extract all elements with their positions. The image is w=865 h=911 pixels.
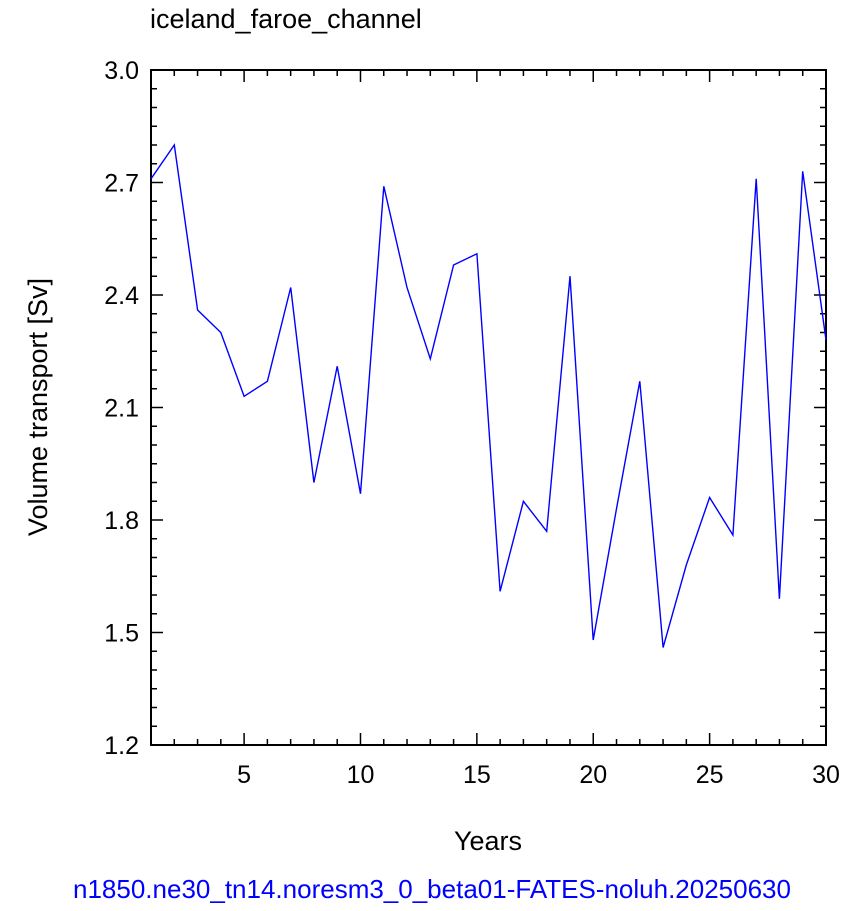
data-point xyxy=(662,647,664,649)
y-tick-label: 3.0 xyxy=(104,57,139,85)
data-point xyxy=(220,332,222,334)
data-point xyxy=(453,264,455,266)
data-point xyxy=(290,287,292,289)
series-line xyxy=(150,143,827,648)
data-point xyxy=(173,144,175,146)
data-point xyxy=(685,564,687,566)
y-tick-label: 1.8 xyxy=(104,507,139,535)
x-tick-label: 25 xyxy=(696,761,724,789)
data-point xyxy=(709,497,711,499)
x-tick-label: 30 xyxy=(812,761,840,789)
data-point xyxy=(546,530,548,532)
y-tick-label: 1.2 xyxy=(104,732,139,760)
data-point xyxy=(802,170,804,172)
x-tick-label: 5 xyxy=(237,761,251,789)
data-point xyxy=(499,590,501,592)
x-tick-label: 10 xyxy=(347,761,375,789)
plot-frame xyxy=(150,69,827,746)
data-point xyxy=(732,534,734,536)
data-point xyxy=(569,275,571,277)
data-point xyxy=(406,287,408,289)
data-point xyxy=(476,253,478,255)
data-point xyxy=(336,365,338,367)
data-point xyxy=(383,185,385,187)
data-point xyxy=(522,500,524,502)
data-point xyxy=(243,395,245,397)
chart-title: iceland_faroe_channel xyxy=(150,4,422,34)
x-tick-labels: 5 10 15 20 25 30 xyxy=(237,761,840,789)
x-tick-label: 20 xyxy=(579,761,607,789)
data-point xyxy=(150,178,152,180)
y-tick-labels: 1.2 1.5 1.8 2.1 2.4 2.7 3.0 xyxy=(104,57,139,760)
x-tick-label: 15 xyxy=(463,761,491,789)
data-point xyxy=(825,339,827,341)
data-point xyxy=(429,358,431,360)
y-tick-label: 2.7 xyxy=(104,170,139,198)
y-axis-label: Volume transport [Sv] xyxy=(23,278,53,536)
data-point xyxy=(639,380,641,382)
y-tick-label: 1.5 xyxy=(104,620,139,648)
data-point xyxy=(197,309,199,311)
run-name-caption: n1850.ne30_tn14.noresm3_0_beta01-FATES-n… xyxy=(73,874,791,904)
y-tick-label: 2.4 xyxy=(104,282,139,310)
data-point xyxy=(778,598,780,600)
data-point xyxy=(755,178,757,180)
data-point xyxy=(359,493,361,495)
axis-ticks xyxy=(150,69,827,746)
data-point xyxy=(616,508,618,510)
x-axis-label: Years xyxy=(454,826,522,856)
data-points xyxy=(150,144,827,649)
data-point xyxy=(313,482,315,484)
data-point xyxy=(266,380,268,382)
data-point xyxy=(592,639,594,641)
y-tick-label: 2.1 xyxy=(104,395,139,423)
